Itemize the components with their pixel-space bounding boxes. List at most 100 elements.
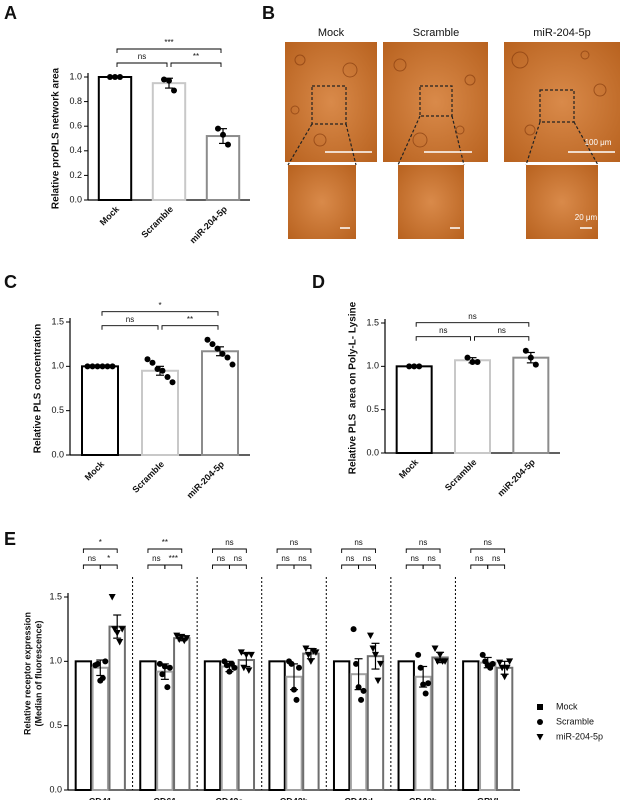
- data-point: [89, 363, 96, 370]
- zoom-box: [287, 85, 599, 166]
- data-point: [171, 87, 177, 94]
- significance-label: ns: [217, 554, 225, 563]
- data-point: [411, 363, 418, 370]
- bar: [285, 675, 303, 791]
- data-point: [214, 345, 221, 352]
- scale-label: 100 μm: [585, 138, 612, 147]
- bar: [205, 135, 241, 201]
- x-tick-label: CD49b: [409, 796, 438, 800]
- significance-bracket: [358, 564, 376, 569]
- data-point: [353, 660, 360, 667]
- data-point: [209, 341, 216, 348]
- micrograph-zoom: [526, 165, 598, 239]
- significance-bracket: [101, 311, 219, 316]
- significance-bracket: [487, 564, 506, 569]
- data-point: [501, 673, 509, 681]
- data-point: [226, 668, 233, 675]
- x-tick-label: Mock: [83, 458, 107, 482]
- significance-label: ***: [164, 38, 173, 47]
- data-point: [506, 658, 514, 665]
- data-point: [302, 645, 310, 652]
- bar: [454, 359, 491, 454]
- bar: [74, 660, 93, 791]
- legend-label: Mock: [556, 701, 578, 711]
- significance-label: ns: [363, 554, 371, 563]
- bar: [366, 655, 385, 791]
- significance-label: ns: [225, 538, 233, 547]
- bar: [397, 660, 415, 791]
- significance-label: ns: [475, 554, 483, 563]
- significance-bracket: [276, 564, 295, 569]
- y-tick-label: 1.0: [49, 656, 62, 666]
- data-point: [219, 350, 226, 357]
- bar: [431, 656, 449, 791]
- data-point: [112, 74, 118, 80]
- data-point: [159, 671, 166, 678]
- bar: [395, 365, 433, 455]
- panel-label: E: [4, 529, 16, 549]
- data-point: [118, 626, 126, 633]
- y-tick-label: 0.5: [49, 720, 62, 730]
- significance-bracket: [422, 564, 441, 569]
- data-point: [159, 367, 166, 374]
- significance-bracket: [405, 548, 441, 553]
- bar: [268, 660, 286, 791]
- y-tick-label: 0.0: [51, 449, 64, 459]
- data-point: [360, 687, 367, 694]
- data-point: [204, 336, 211, 343]
- y-tick-label: 1.5: [366, 317, 379, 327]
- x-tick-label: Mock: [98, 203, 122, 227]
- x-tick-label: miR-204-5p: [185, 459, 227, 501]
- data-point: [164, 684, 171, 691]
- data-point: [291, 686, 297, 693]
- bar: [512, 356, 550, 454]
- panel-label: C: [4, 272, 17, 292]
- data-point: [161, 76, 167, 83]
- data-point: [441, 658, 449, 665]
- significance-label: ns: [497, 326, 505, 335]
- bar: [97, 76, 133, 201]
- data-point: [431, 645, 439, 652]
- data-point: [237, 649, 245, 656]
- data-point: [312, 649, 320, 656]
- y-tick-label: 0.8: [69, 96, 82, 106]
- y-tick-label: 0.0: [366, 447, 379, 457]
- scale-label: 20 μm: [575, 213, 598, 222]
- y-tick-label: 1.0: [366, 361, 379, 371]
- y-tick-label: 0.6: [69, 121, 82, 131]
- image-title: miR-204-5p: [533, 27, 590, 39]
- significance-label: ns: [439, 326, 447, 335]
- x-tick-label: CD42b: [280, 796, 309, 800]
- y-tick-label: 0.2: [69, 170, 82, 180]
- significance-label: ns: [152, 554, 160, 563]
- panel-label: B: [262, 3, 275, 23]
- y-tick-label: 0.5: [366, 404, 379, 414]
- data-point: [422, 690, 429, 697]
- significance-bracket: [170, 62, 222, 67]
- significance-bracket: [293, 564, 312, 569]
- micrograph-panel: Mock Scramble miR-204-5p 100 μm 20 μm: [285, 27, 620, 239]
- data-point: [415, 651, 422, 658]
- significance-label: ns: [138, 52, 146, 61]
- significance-bracket: [470, 548, 506, 553]
- data-point: [374, 677, 382, 685]
- bar: [91, 666, 109, 791]
- micrograph: [504, 42, 620, 162]
- significance-bracket: [116, 62, 168, 67]
- data-point: [84, 363, 91, 370]
- data-point: [215, 125, 221, 132]
- data-point: [111, 626, 119, 633]
- y-tick-label: 0.0: [69, 194, 82, 204]
- image-title: Scramble: [413, 27, 459, 39]
- y-tick-label: 0.5: [51, 405, 64, 415]
- data-point: [479, 651, 486, 658]
- bar: [462, 660, 480, 791]
- data-point: [102, 658, 109, 665]
- data-point: [107, 74, 113, 80]
- data-point: [416, 363, 423, 370]
- significance-label: ns: [290, 538, 298, 547]
- significance-bracket: [164, 564, 183, 569]
- bar: [220, 665, 239, 791]
- data-point: [304, 651, 312, 659]
- data-point: [464, 354, 471, 361]
